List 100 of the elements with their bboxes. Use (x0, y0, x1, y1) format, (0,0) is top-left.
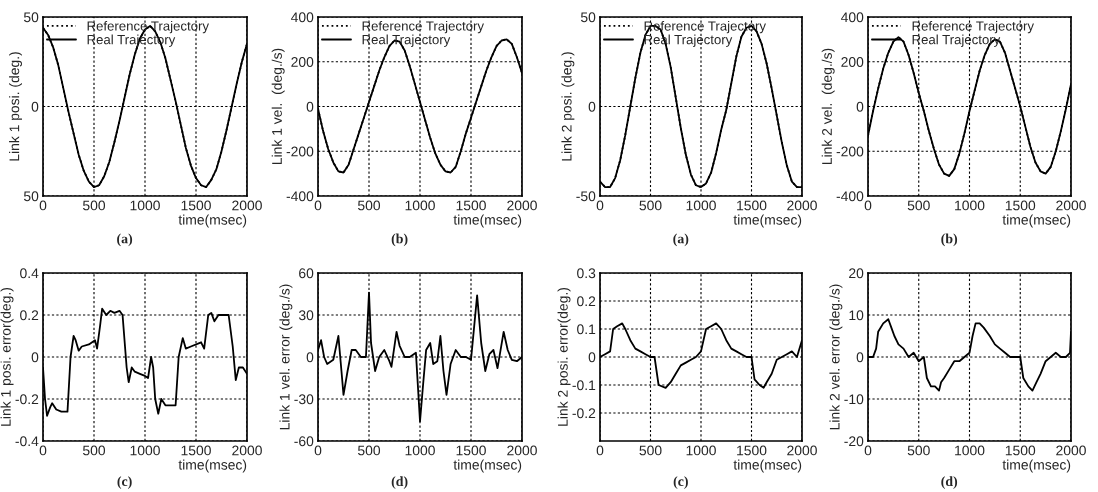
y-tick-label: 0.2 (577, 296, 596, 307)
x-tick-label: 0 (314, 200, 322, 211)
text: (b) (941, 233, 958, 247)
x-axis-title: time(msec) (733, 459, 802, 473)
y-tick-label: -0.2 (15, 394, 39, 405)
y-tick-label: -50 (576, 191, 596, 202)
y-tick-label: 0 (306, 352, 314, 363)
y-tick-label: -0.4 (15, 436, 39, 447)
y-axis-title: Link 1 vel. (deg./s) (271, 48, 285, 165)
y-tick-label: 60 (299, 268, 314, 279)
y-tick-label: 0 (31, 352, 39, 363)
y-tick-label: 0.2 (20, 310, 39, 321)
x-tick-label: 0 (39, 445, 47, 456)
y-tick-label: 400 (840, 12, 864, 23)
legend-label: Reference Trajectory (362, 20, 484, 34)
y-tick-label: 0 (31, 101, 39, 112)
legend-label: Reference Trajectory (87, 20, 209, 34)
x-tick-label: 500 (639, 445, 662, 456)
x-tick-label: 0 (864, 445, 872, 456)
x-tick-label: 2000 (1056, 445, 1086, 456)
y-tick-label: 30 (298, 310, 314, 321)
x-tick-label: 0 (864, 200, 872, 211)
x-tick-label: 0 (596, 200, 604, 211)
text: (c) (673, 476, 688, 489)
y-tick-label: -400 (286, 191, 314, 202)
legend-label: Reference Trajectory (912, 20, 1034, 34)
x-tick-label: 2000 (1056, 200, 1086, 211)
x-tick-label: 1500 (1005, 445, 1036, 456)
y-tick-label: 50 (23, 191, 39, 202)
y-axis-title: Link 2 vel. (deg./s) (821, 48, 835, 165)
x-axis-title: time(msec) (453, 214, 522, 228)
y-tick-label: 0.4 (20, 268, 39, 279)
x-tick-label: 0 (596, 445, 604, 456)
y-tick-label: 0 (856, 101, 864, 112)
y-tick-label: 200 (841, 57, 864, 67)
y-tick-label: 200 (291, 57, 314, 67)
legend-label: Real Trajectory (362, 34, 451, 47)
y-tick-label: 0 (588, 352, 596, 363)
x-tick-label: 1000 (955, 200, 985, 211)
x-tick-label: 1500 (737, 200, 767, 211)
y-axis-title: Link 2 posi. (deg.) (561, 52, 575, 161)
x-tick-label: 2000 (507, 445, 537, 456)
y-tick-label: -400 (836, 191, 864, 202)
x-tick-label: 1000 (686, 445, 716, 456)
x-tick-label: 500 (907, 445, 930, 456)
x-tick-label: 1000 (955, 445, 985, 456)
y-tick-label: -200 (836, 146, 864, 157)
x-tick-label: 1000 (130, 200, 160, 211)
x-tick-label: 1500 (456, 445, 486, 456)
y-tick-label: -200 (286, 146, 314, 157)
x-axis-title: time(msec) (1002, 214, 1071, 228)
text: (a) (117, 233, 133, 247)
x-tick-label: 1500 (456, 200, 486, 211)
x-tick-label: 0 (314, 445, 322, 456)
y-tick-label: -30 (294, 394, 314, 405)
y-axis-title: Link 1 vel. error (deg./s) (279, 284, 293, 430)
y-tick-label: 20 (849, 268, 864, 279)
x-tick-label: 500 (82, 445, 106, 456)
text: (a) (673, 233, 689, 247)
x-tick-label: 0 (39, 200, 47, 211)
x-axis-title: time(msec) (178, 214, 247, 228)
x-tick-label: 1500 (181, 445, 211, 456)
x-tick-label: 1000 (405, 200, 435, 211)
x-tick-label: 1500 (737, 445, 767, 456)
x-tick-label: 500 (357, 445, 381, 456)
x-tick-label: 2000 (232, 200, 262, 211)
y-axis-title: Link 2 posi. error(deg.) (557, 287, 571, 426)
x-tick-label: 2000 (787, 200, 817, 211)
y-tick-label: -10 (844, 394, 864, 405)
x-axis-title: time(msec) (453, 459, 522, 473)
x-tick-label: 2000 (232, 445, 262, 456)
x-tick-label: 1000 (130, 445, 160, 456)
y-tick-label: 50 (23, 12, 39, 23)
y-tick-label: 50 (580, 12, 596, 23)
y-tick-label: -60 (294, 436, 314, 447)
y-tick-label: 0 (306, 101, 314, 112)
y-tick-label: 0.1 (577, 324, 596, 335)
y-axis-title: Link 1 posi. error(deg.) (0, 287, 14, 426)
x-tick-label: 500 (639, 200, 662, 211)
x-axis-title: time(msec) (1002, 459, 1071, 473)
y-tick-label: 0 (588, 101, 596, 112)
x-tick-label: 500 (907, 200, 930, 211)
x-tick-label: 500 (357, 200, 381, 211)
x-axis-title: time(msec) (733, 214, 802, 228)
text: (d) (391, 476, 408, 489)
x-tick-label: 1500 (1005, 200, 1036, 211)
y-tick-label: -0.1 (572, 380, 596, 391)
y-axis-title: Link 1 posi. (deg.) (9, 52, 22, 161)
y-tick-label: -0.2 (572, 408, 596, 419)
x-tick-label: 1000 (405, 445, 435, 456)
text: (d) (941, 476, 958, 489)
text: (c) (117, 476, 132, 489)
x-tick-label: 2000 (507, 200, 537, 211)
y-tick-label: 0.3 (577, 268, 596, 279)
x-tick-label: 1000 (686, 200, 716, 211)
x-axis-title: time(msec) (178, 459, 247, 473)
y-axis-title: Link 2 vel. error (deg./s) (829, 284, 843, 430)
y-tick-label: 400 (290, 12, 314, 23)
x-tick-label: 1500 (181, 200, 211, 211)
y-tick-label: -20 (844, 436, 864, 447)
